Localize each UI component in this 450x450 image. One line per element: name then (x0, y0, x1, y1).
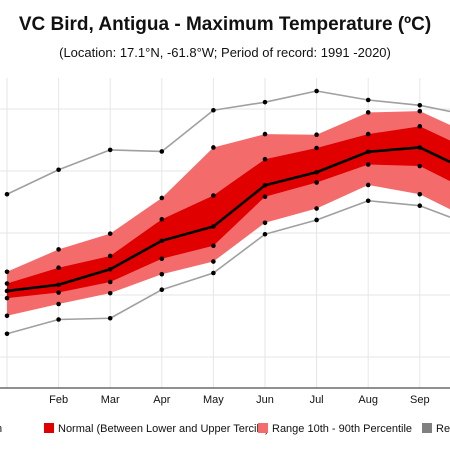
p10-point (159, 271, 165, 277)
record_min-point (314, 217, 319, 223)
x-tick-label: May (203, 394, 224, 406)
median-point (211, 224, 216, 229)
lower_tercile-point (56, 290, 61, 295)
record_max-point (365, 97, 371, 103)
x-tick-label: Jul (310, 394, 324, 406)
lower_tercile-point (262, 194, 268, 200)
p10-point (211, 259, 216, 264)
legend-item-record: Re (422, 423, 450, 435)
record_min-point (56, 317, 61, 322)
record_max-point (4, 191, 10, 197)
p10-point (314, 206, 319, 211)
x-tick-label: Aug (358, 394, 378, 406)
upper_tercile-point (417, 124, 423, 129)
legend-label: Re (436, 423, 450, 435)
p10-point (417, 191, 423, 197)
chart-title: VC Bird, Antigua - Maximum Temperature (… (18, 14, 432, 35)
record_min-point (211, 270, 216, 276)
upper_tercile-point (314, 145, 319, 151)
upper_tercile-point (159, 217, 165, 222)
record_max-point (159, 149, 165, 154)
record_min-point (159, 287, 165, 293)
x-tick-label: Feb (49, 394, 68, 406)
p90-point (56, 247, 61, 252)
upper_tercile-point (107, 253, 113, 259)
chart-subtitle: (Location: 17.1°N, -61.8°W; Period of re… (59, 45, 391, 60)
record_min-point (4, 331, 10, 337)
median-point (159, 238, 165, 244)
lower_tercile-point (211, 243, 216, 249)
record_max-point (56, 167, 61, 173)
record_min-point (365, 198, 371, 204)
p90-point (4, 269, 10, 275)
x-tick-label: Jun (256, 394, 274, 406)
p90-point (314, 132, 319, 138)
x-tick-label: Sep (410, 394, 430, 406)
p10-point (56, 301, 61, 307)
lower_tercile-point (107, 279, 113, 285)
record_max-point (314, 88, 319, 94)
upper_tercile-point (365, 131, 371, 137)
record_min-point (262, 231, 268, 237)
upper_tercile-point (4, 281, 10, 286)
median-point (417, 145, 423, 150)
legend-item-percentile: Range 10th - 90th Percentile (258, 423, 412, 435)
record_min-point (107, 315, 113, 321)
lower_tercile-point (417, 163, 423, 169)
median-point (107, 266, 113, 272)
median-point (314, 169, 319, 175)
x-tick-label: Apr (153, 394, 170, 406)
lower_tercile-point (4, 295, 10, 301)
upper_tercile-point (211, 193, 216, 198)
record_max-point (417, 102, 423, 108)
upper_tercile-point (56, 265, 61, 271)
p90-point (262, 131, 268, 137)
legend-item-tercile: Normal (Between Lower and Upper Tercile) (44, 423, 269, 435)
legend-label: Normal (Between Lower and Upper Tercile) (58, 423, 269, 435)
median-point (56, 282, 61, 288)
p10-point (365, 182, 371, 188)
legend-label: n (0, 423, 2, 435)
median-point (262, 182, 268, 188)
lower_tercile-point (314, 180, 319, 185)
points (4, 88, 423, 337)
p10-point (4, 313, 10, 319)
p90-point (365, 110, 371, 115)
lower_tercile-point (159, 256, 165, 262)
legend-swatch (422, 423, 432, 433)
lower_tercile-point (365, 162, 371, 167)
legend: n Normal (Between Lower and Upper Tercil… (0, 419, 450, 441)
record_min-point (417, 203, 423, 209)
p90-point (211, 145, 216, 150)
tercile-band (7, 126, 450, 299)
median-point (365, 149, 371, 155)
x-tick-labels: FebMarAprMayJunJulAugSepOct (49, 394, 430, 406)
record_max-point (262, 99, 268, 105)
legend-swatch (258, 423, 268, 433)
legend-swatch (44, 423, 54, 433)
p90-point (417, 108, 423, 114)
upper_tercile-point (262, 156, 268, 162)
p90-point (159, 195, 165, 201)
legend-label: Range 10th - 90th Percentile (272, 423, 413, 435)
p90-point (107, 231, 113, 236)
x-tick-label: Mar (101, 394, 120, 406)
p10-point (262, 220, 268, 226)
legend-item-median: n (0, 423, 2, 435)
median-point (4, 288, 10, 294)
record_max-point (211, 107, 216, 113)
p10-point (107, 290, 113, 296)
record_max-point (107, 147, 113, 153)
